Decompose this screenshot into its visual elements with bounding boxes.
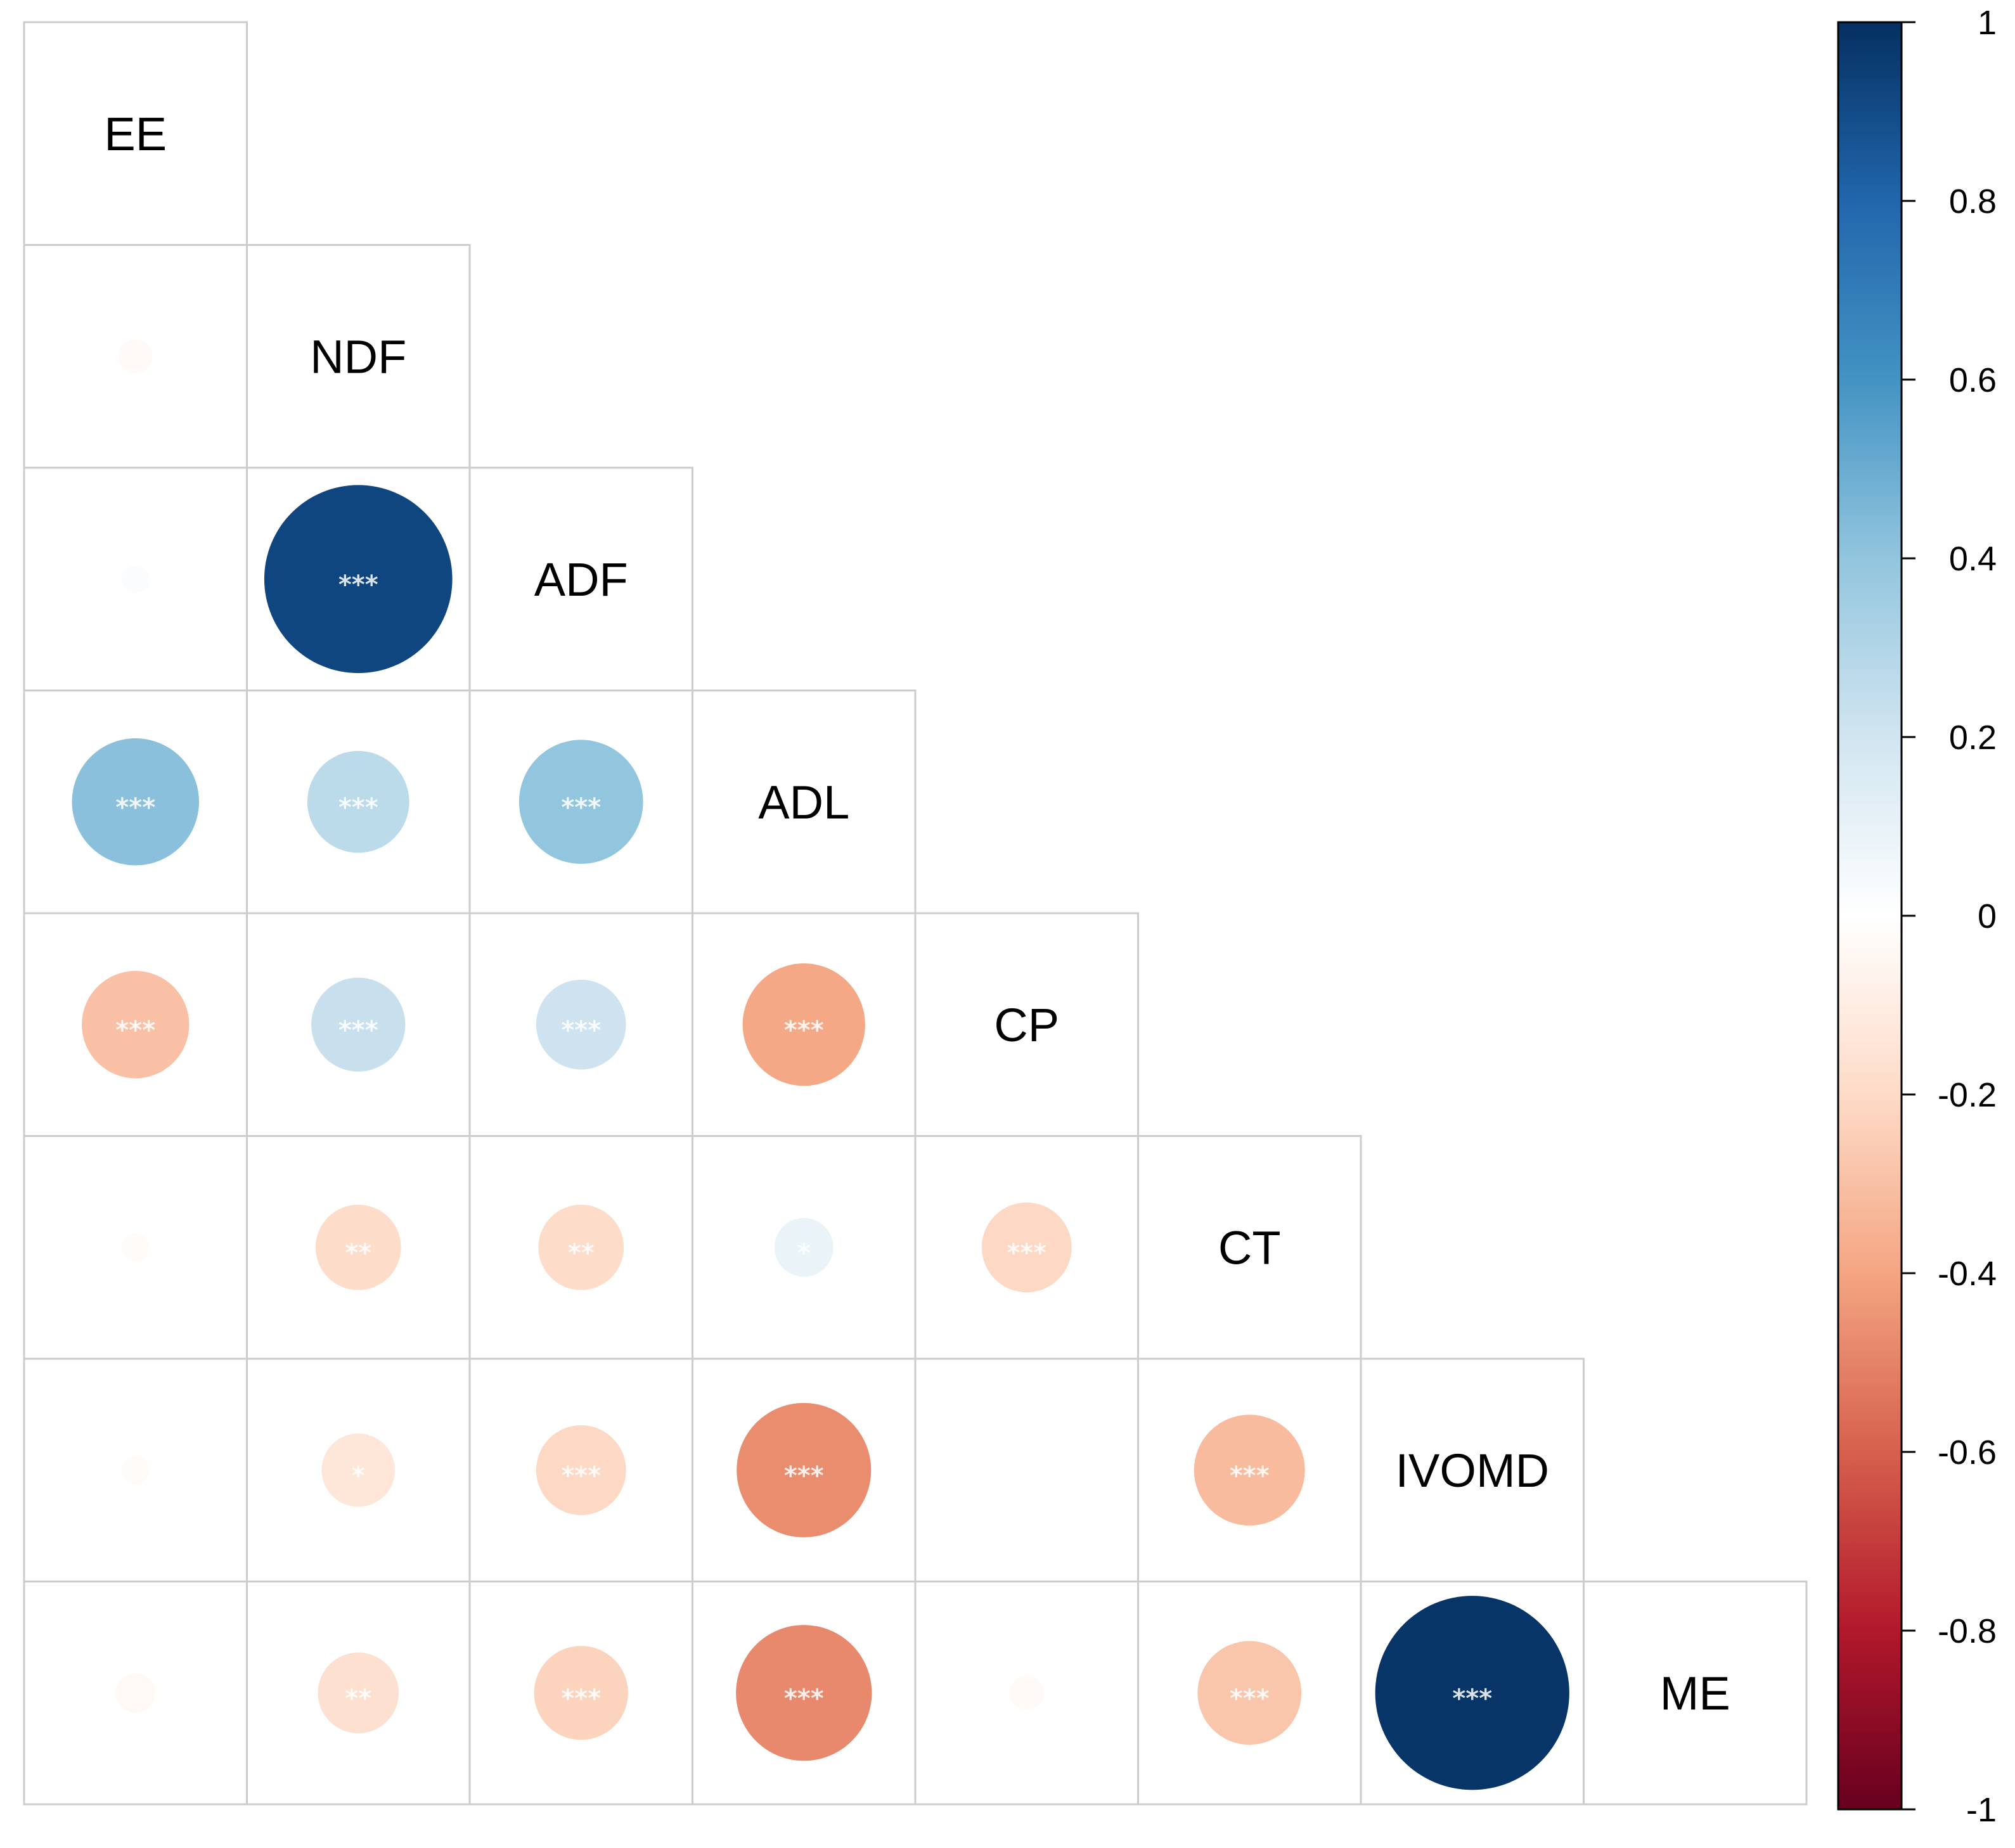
colorbar-tick-label: 1 — [1978, 4, 1997, 42]
significance-label-ct-adf: ** — [568, 1238, 595, 1267]
corr-circle-cp-ndf — [311, 977, 406, 1072]
colorbar-tick-label: -0.4 — [1938, 1255, 1997, 1293]
significance-label-me-ndf: ** — [345, 1684, 371, 1713]
significance-label-ct-cp: *** — [1007, 1238, 1046, 1267]
significance-label-adf-ndf: *** — [338, 570, 378, 600]
significance-label-cp-ndf: *** — [338, 1016, 378, 1045]
significance-label-cp-adf: *** — [561, 1016, 601, 1045]
corr-circle-ndf-ee — [118, 339, 153, 374]
significance-label-ivomd-ct: *** — [1230, 1461, 1270, 1491]
significance-label-cp-adl: *** — [784, 1016, 824, 1045]
significance-label-ivomd-ndf: * — [352, 1461, 365, 1491]
corr-circle-adf-ndf — [264, 485, 453, 674]
colorbar-tick-label: 0.8 — [1949, 183, 1997, 221]
variable-label-ndf: NDF — [310, 330, 406, 383]
corr-circle-me-adf — [534, 1646, 628, 1740]
colorbar-gradient — [1837, 21, 1903, 1811]
corr-circle-ivomd-ee — [121, 1456, 150, 1484]
corr-circle-adl-ndf — [307, 750, 409, 853]
corr-circle-ct-adl — [774, 1217, 834, 1277]
corr-circle-adl-ee — [72, 738, 199, 866]
matrix-cell-ivomd-cp — [914, 1357, 1139, 1582]
significance-label-adl-adf: *** — [561, 793, 601, 822]
significance-label-me-ivomd: *** — [1452, 1684, 1492, 1713]
significance-label-ct-ndf: ** — [345, 1238, 371, 1267]
corr-circle-adf-ee — [121, 565, 150, 593]
significance-label-ivomd-adf: *** — [561, 1461, 601, 1491]
variable-label-adl: ADL — [758, 776, 849, 828]
corr-circle-ct-adf — [538, 1204, 624, 1290]
significance-label-ivomd-adl: *** — [784, 1461, 824, 1491]
colorbar-tick-label: -1 — [1966, 1791, 1997, 1829]
corr-circle-cp-ee — [82, 971, 190, 1079]
colorbar-tick-label: 0.4 — [1949, 540, 1997, 578]
significance-label-me-adl: *** — [784, 1684, 824, 1713]
variable-label-ct: CT — [1218, 1221, 1281, 1274]
significance-label-ct-adl: * — [797, 1238, 811, 1267]
variable-label-ivomd: IVOMD — [1395, 1444, 1549, 1497]
colorbar-tick-label: -0.6 — [1938, 1434, 1997, 1472]
colorbar-tick-label: -0.8 — [1938, 1612, 1997, 1650]
corr-circle-me-ct — [1197, 1641, 1302, 1745]
corr-circle-ivomd-adf — [536, 1425, 626, 1515]
corr-circle-ivomd-ndf — [321, 1433, 396, 1507]
colorbar-tick-label: 0.2 — [1949, 719, 1997, 757]
significance-label-adl-ee: *** — [115, 793, 155, 822]
variable-labels: EE NDF ADF ADL CP CT IVOMD ME — [104, 108, 1730, 1720]
colorbar-tick-label: -0.2 — [1938, 1076, 1997, 1114]
variable-label-adf: ADF — [534, 553, 628, 606]
variable-label-ee: EE — [104, 108, 167, 160]
significance-label-cp-ee: *** — [115, 1016, 155, 1045]
corr-circle-ct-ee — [121, 1233, 150, 1262]
variable-label-cp: CP — [994, 999, 1059, 1051]
variable-label-me: ME — [1660, 1667, 1730, 1719]
colorbar — [1837, 21, 1903, 1811]
significance-label-me-adf: *** — [561, 1684, 601, 1713]
corr-circle-ivomd-adl — [737, 1402, 872, 1537]
significance-label-adl-ndf: *** — [338, 793, 378, 822]
corr-circle-adl-adf — [518, 740, 643, 864]
corr-circle-me-ivomd — [1375, 1596, 1569, 1790]
corr-circle-ct-cp — [981, 1202, 1072, 1293]
colorbar-tick-label: 0.6 — [1949, 361, 1997, 399]
colorbar-ticks: 1 0.8 0.6 0.4 0.2 0 -0.2 -0.4 -0.6 -0.8 -1 — [1902, 4, 1997, 1829]
corr-circle-cp-adf — [536, 979, 626, 1070]
corr-circle-me-adl — [736, 1625, 872, 1761]
corr-circle-me-ee — [115, 1673, 155, 1713]
corr-circle-ct-ndf — [315, 1204, 401, 1290]
matrix-cells — [23, 21, 1808, 1806]
corr-circle-me-cp — [1009, 1676, 1044, 1710]
corr-circle-ivomd-ct — [1194, 1415, 1305, 1526]
corr-circle-me-ndf — [318, 1652, 399, 1734]
matrix-cell-me-me — [1583, 1581, 1808, 1806]
corr-circle-cp-adl — [742, 963, 865, 1086]
correlation-circles: ****** *** ****** *** *** ***** ** * **** *** *** *… — [72, 339, 1569, 1790]
colorbar-tick-label: 0 — [1978, 897, 1997, 935]
significance-label-me-ct: *** — [1230, 1684, 1270, 1713]
